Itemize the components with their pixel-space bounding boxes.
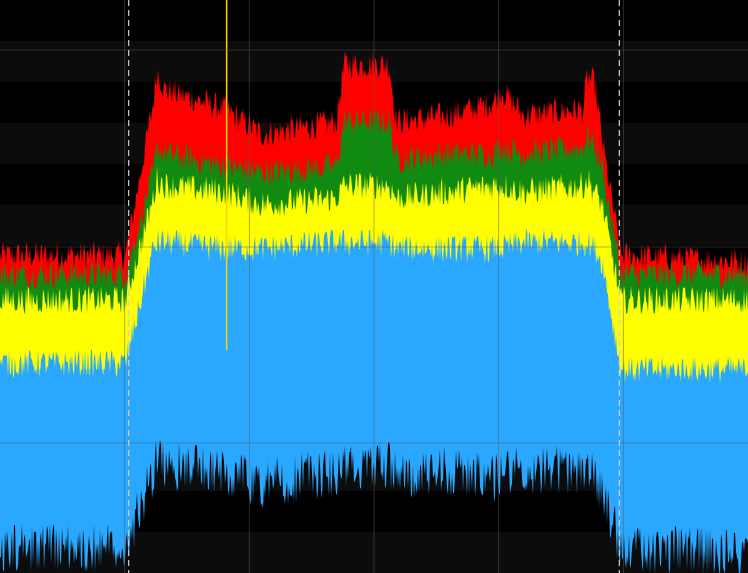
- noise-floor-trace: [0, 248, 747, 534]
- series-3-trace: [0, 166, 748, 389]
- marker-lines: [128, 0, 620, 573]
- series-2-trace: [0, 108, 748, 319]
- series-1-trace: [0, 50, 748, 293]
